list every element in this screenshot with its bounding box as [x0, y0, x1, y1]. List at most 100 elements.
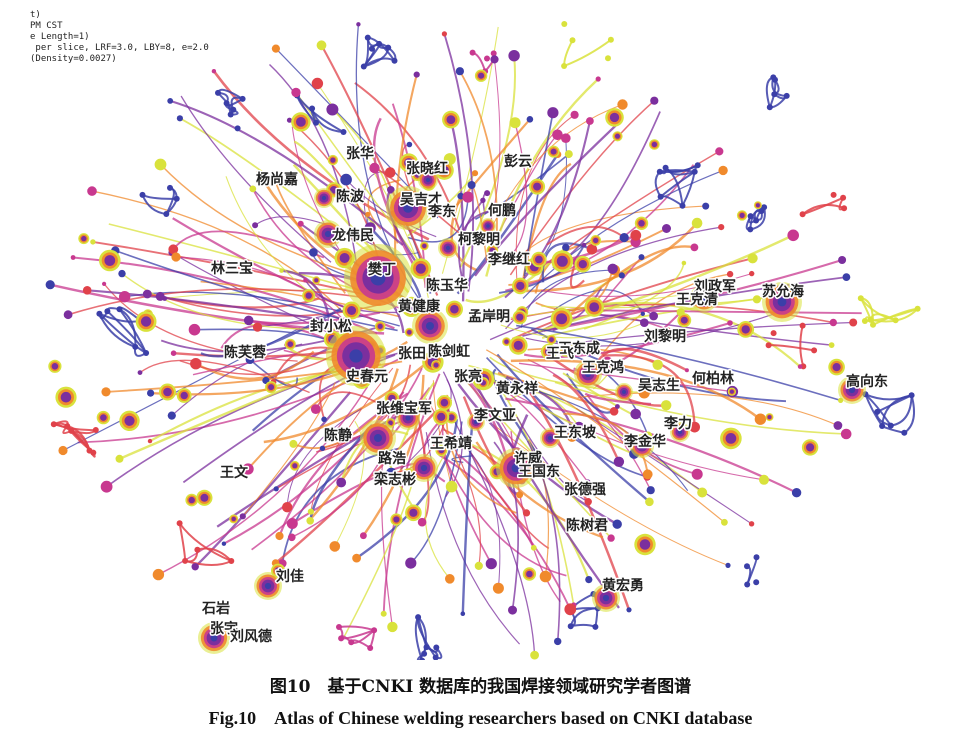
node-ring — [562, 347, 569, 354]
node-ring — [433, 362, 439, 368]
researcher-node-small — [171, 252, 181, 262]
cluster-node — [772, 76, 778, 83]
node-ring — [405, 415, 411, 421]
researcher-node — [612, 131, 623, 142]
researcher-label: 吴吉才 — [400, 191, 442, 208]
researcher-node-small — [754, 413, 767, 425]
cluster-node — [747, 226, 754, 233]
researcher-label: 张田 — [398, 346, 426, 362]
node-ring — [406, 301, 417, 312]
researcher-node — [634, 216, 649, 230]
researcher-node-small — [100, 480, 113, 493]
node-ring — [622, 390, 626, 394]
node-ring — [437, 412, 446, 421]
researcher-label: 王克鸿 — [582, 359, 624, 376]
researcher-node — [419, 241, 429, 251]
co-author-edge — [462, 396, 528, 514]
node-ring — [739, 212, 745, 218]
researcher-node — [550, 307, 573, 330]
researcher-label: 张德强 — [564, 481, 606, 498]
node-ring — [60, 391, 72, 403]
co-author-edge — [459, 70, 498, 249]
researcher-node — [431, 360, 442, 371]
researcher-node-small — [749, 270, 755, 277]
researcher-node-small — [275, 531, 284, 541]
researcher-node-small — [309, 248, 318, 257]
node-ring — [388, 394, 396, 403]
node-ring — [100, 414, 107, 421]
cluster-node — [132, 343, 139, 350]
researcher-label: 李力 — [663, 415, 692, 432]
node-ring — [545, 347, 553, 356]
researcher-node-small — [566, 431, 578, 442]
cluster-node — [239, 95, 246, 102]
researcher-node-small — [725, 562, 731, 569]
researcher-node-small — [615, 404, 620, 409]
researcher-node — [605, 108, 624, 127]
cluster-node — [887, 422, 894, 429]
researcher-node-small — [365, 211, 371, 217]
researcher-node-small — [508, 605, 517, 615]
cluster-edge — [338, 625, 375, 632]
node-ring — [725, 433, 737, 444]
researcher-node-small — [137, 370, 143, 375]
researcher-node-small — [484, 190, 491, 197]
researcher-node-major — [396, 406, 420, 430]
researcher-node-major — [314, 188, 334, 208]
cluster-node — [744, 581, 751, 588]
co-author-edge — [200, 307, 342, 358]
peripheral-cluster — [857, 295, 921, 328]
researcher-node-small — [369, 162, 380, 174]
meta-line: PM CST — [30, 21, 63, 31]
peripheral-cluster — [765, 322, 818, 370]
co-author-edge — [345, 179, 437, 238]
researcher-node — [765, 413, 774, 422]
co-author-edge — [410, 421, 463, 564]
cluster-edge — [472, 51, 487, 72]
researcher-node — [78, 233, 90, 245]
researcher-node-small — [288, 533, 296, 542]
researcher-label: 杨尚嘉 — [256, 171, 298, 188]
co-author-edge — [473, 381, 620, 609]
cluster-node — [64, 423, 71, 430]
researcher-node-small — [833, 421, 843, 430]
cluster-node — [139, 191, 146, 198]
node-ring — [339, 253, 350, 263]
researcher-node-major — [480, 218, 496, 234]
cluster-node — [567, 623, 574, 630]
researcher-node-small — [564, 603, 577, 616]
cluster-edge — [654, 171, 662, 198]
researcher-node-small — [573, 421, 585, 433]
meta-line: e Length=1) — [30, 32, 90, 42]
researcher-node-small — [718, 224, 725, 231]
co-author-edge — [194, 328, 328, 341]
co-author-edge — [158, 386, 369, 576]
researcher-node-small — [691, 468, 703, 480]
co-author-edge — [251, 367, 423, 551]
researcher-label: 李文亚 — [473, 407, 516, 424]
node-ring — [377, 323, 383, 329]
cluster-node — [879, 423, 886, 429]
node-ring — [404, 158, 414, 168]
researcher-node — [196, 489, 213, 506]
researcher-node-small — [618, 272, 625, 279]
cluster-node — [104, 308, 111, 315]
researcher-node-small — [539, 570, 552, 583]
cluster-edge — [98, 312, 147, 354]
node-ring — [324, 230, 332, 238]
cluster-node — [309, 105, 316, 112]
researcher-node-small — [748, 521, 755, 527]
researcher-node-small — [640, 318, 649, 328]
researcher-node — [727, 387, 737, 396]
cluster-edge — [903, 395, 915, 434]
researcher-node-small — [340, 173, 352, 186]
researcher-node-small — [441, 31, 447, 37]
co-author-edge — [451, 455, 474, 464]
researcher-node — [399, 153, 419, 173]
co-author-edge — [274, 411, 437, 565]
researcher-node-small — [273, 486, 279, 492]
cluster-node — [469, 49, 476, 56]
cluster-node — [348, 639, 355, 646]
co-author-edge — [493, 441, 519, 611]
node-ring — [163, 387, 172, 397]
